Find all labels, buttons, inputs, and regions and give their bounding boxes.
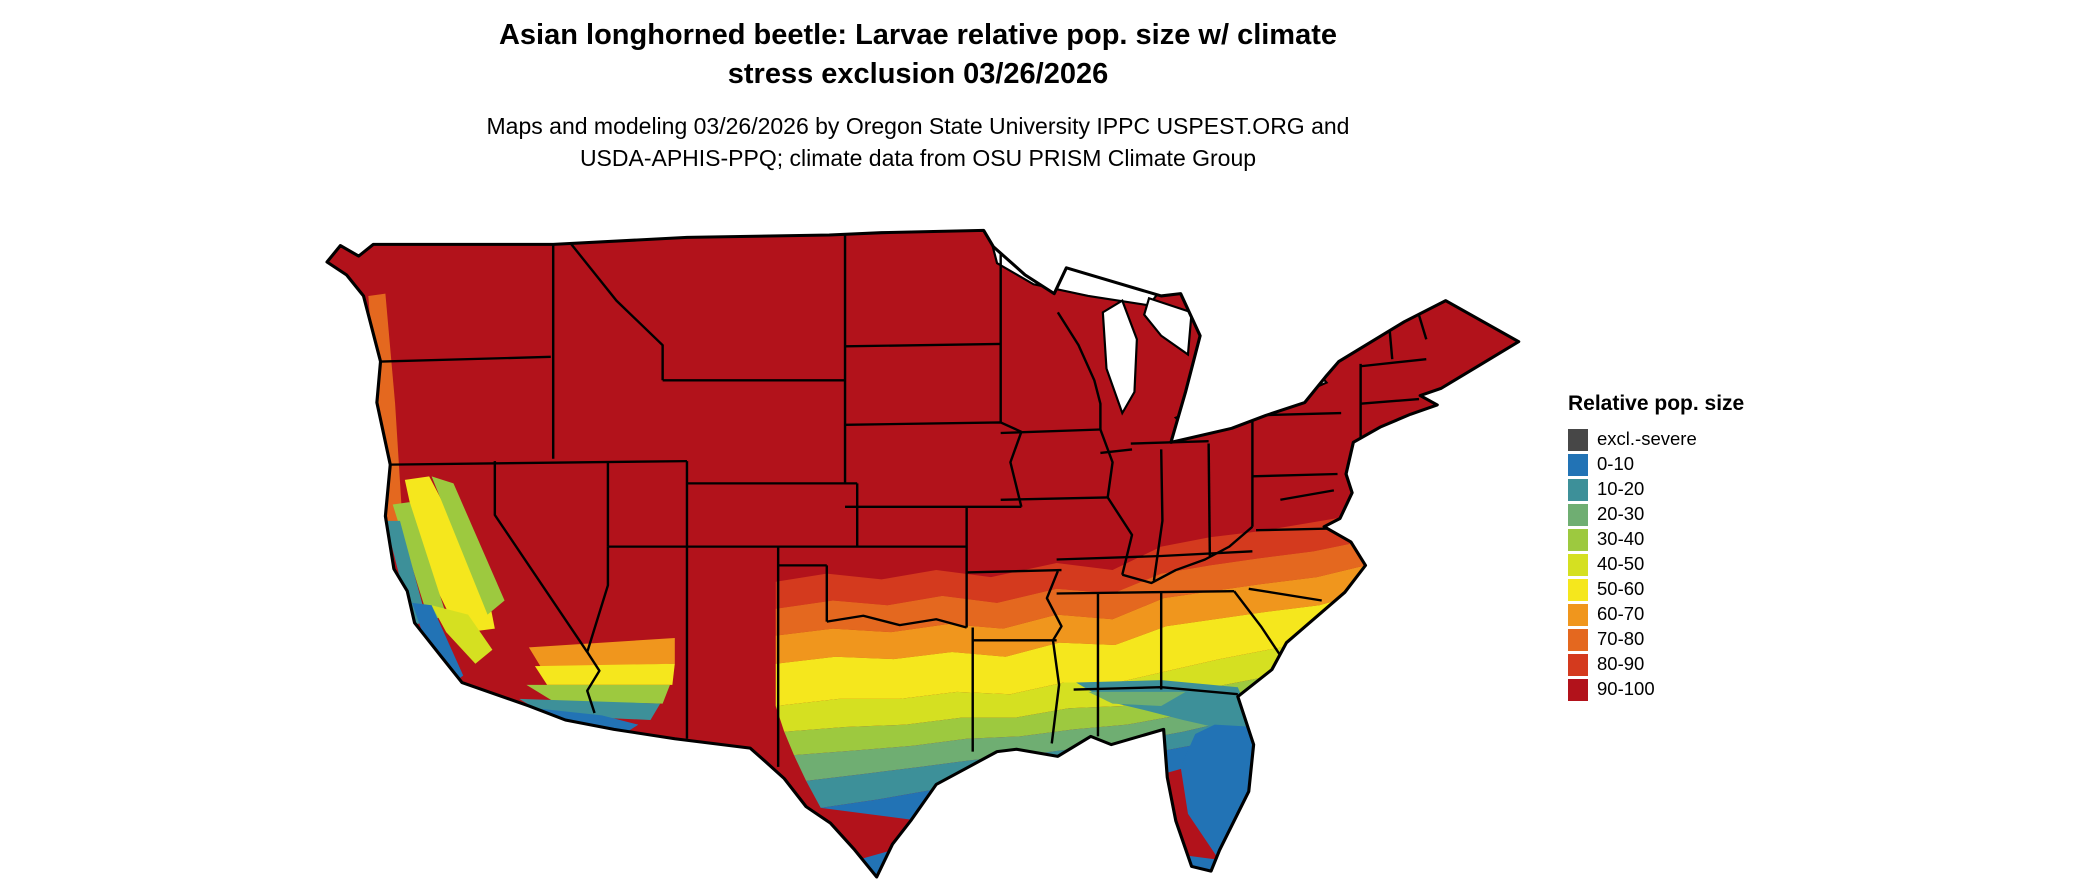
band-20-30: [793, 670, 1405, 781]
legend-item: excl.-severe: [1568, 427, 1744, 452]
state-border-line: [845, 421, 1022, 433]
state-border-line: [1099, 429, 1114, 498]
legend-item: 80-90: [1568, 652, 1744, 677]
state-border-line: [1045, 570, 1063, 744]
us-choropleth-svg: [325, 228, 1521, 879]
band-50-60: [775, 581, 1405, 706]
state-border-line: [1360, 397, 1420, 405]
state-border-line: [1152, 449, 1164, 581]
legend-swatch: [1568, 678, 1588, 701]
state-border-line: [1121, 525, 1254, 585]
patch-30-40: [392, 502, 447, 622]
legend-item-label: 20-30: [1597, 503, 1645, 525]
legend-title: Relative pop. size: [1568, 392, 1745, 415]
legend: Relative pop. size excl.-severe 0-10 10-20…: [1568, 392, 1744, 702]
legend-item-label: 70-80: [1597, 628, 1645, 650]
legend-swatch: [1568, 628, 1588, 651]
band-80-90: [775, 506, 1405, 609]
state-border-line: [586, 651, 601, 714]
state-border-line: [586, 546, 610, 653]
legend-item-label: 40-50: [1597, 553, 1645, 575]
patch-30-40: [431, 476, 505, 615]
legend-item: 90-100: [1568, 677, 1744, 702]
state-border-line: [1360, 358, 1427, 368]
subtitle: Maps and modeling 03/26/2026 by Oregon S…: [310, 110, 1526, 174]
band-60-70: [775, 556, 1405, 664]
legend-item-label: 50-60: [1597, 578, 1645, 600]
page-title-line1: Asian longhorned beetle: Larvae relative…: [498, 19, 1338, 51]
legend-item-label: 30-40: [1597, 528, 1645, 550]
legend-item: 10-20: [1568, 477, 1744, 502]
us-map: [310, 228, 1526, 884]
state-border-line: [380, 355, 551, 363]
legend-item: 20-30: [1568, 502, 1744, 527]
state-border-line: [1056, 311, 1102, 430]
state-border-line: [1056, 589, 1235, 595]
state-border-line: [1100, 448, 1133, 455]
legend-swatch: [1568, 478, 1588, 501]
state-border-line: [390, 459, 687, 466]
state-border-line: [570, 243, 664, 381]
state-border-line: [1000, 428, 1101, 435]
state-border-line: [1207, 443, 1212, 557]
legend-item: 0-10: [1568, 452, 1744, 477]
legend-items: excl.-severe 0-10 10-20 20-30 30-40 40-50 50-6…: [1568, 427, 1744, 702]
legend-swatch: [1568, 653, 1588, 676]
state-border-line: [845, 342, 1001, 348]
legend-swatch: [1568, 553, 1588, 576]
state-border-line: [1000, 496, 1108, 501]
page-title-line2: stress exclusion 03/26/2026: [727, 57, 1109, 90]
state-border-line: [1233, 590, 1284, 660]
patch-40-50: [431, 605, 493, 664]
state-border-line: [1056, 550, 1253, 561]
legend-item: 50-60: [1568, 577, 1744, 602]
legend-swatch: [1568, 503, 1588, 526]
band-30-40: [784, 649, 1405, 756]
legend-item: 30-40: [1568, 527, 1744, 552]
band-70-80: [775, 532, 1405, 636]
legend-swatch: [1568, 603, 1588, 626]
state-border-line: [493, 461, 589, 653]
patch-30-40: [526, 684, 670, 704]
state-border-line: [1280, 489, 1335, 501]
legend-swatch: [1568, 428, 1588, 451]
patch-20-30: [1088, 691, 1186, 706]
legend-item-label: 10-20: [1597, 478, 1645, 500]
patch-50-60: [534, 663, 675, 685]
legend-item-label: 0-10: [1597, 453, 1635, 475]
patch-10-20: [385, 520, 427, 627]
patch-0-10: [412, 602, 464, 685]
state-border-line: [1073, 686, 1238, 696]
band-40-50: [775, 620, 1405, 732]
legend-item: 70-80: [1568, 627, 1744, 652]
header: Asian longhorned beetle: Larvae relative…: [310, 16, 1526, 174]
patch-50-60: [404, 476, 495, 634]
legend-item: 60-70: [1568, 602, 1744, 627]
patch-60-70: [528, 638, 675, 668]
legend-item-label: excl.-severe: [1597, 428, 1697, 450]
legend-swatch: [1568, 578, 1588, 601]
state-border-line: [1009, 431, 1023, 508]
subtitle-line1: Maps and modeling 03/26/2026 by Oregon S…: [486, 112, 1350, 139]
legend-item-label: 60-70: [1597, 603, 1645, 625]
state-border-line: [826, 614, 967, 629]
legend-item: 40-50: [1568, 552, 1744, 577]
subtitle-line2: USDA-APHIS-PPQ; climate data from OSU PR…: [579, 144, 1257, 171]
legend-swatch: [1568, 453, 1588, 476]
us-outline: [325, 228, 1521, 879]
state-border-line: [1248, 587, 1322, 602]
legend-item-label: 80-90: [1597, 653, 1645, 675]
legend-swatch: [1568, 528, 1588, 551]
legend-item-label: 90-100: [1597, 678, 1655, 700]
state-border-line: [966, 568, 1062, 574]
state-border-line: [1252, 472, 1338, 478]
state-border-line: [1106, 496, 1134, 576]
lake: [1101, 299, 1138, 416]
state-borders: [380, 230, 1428, 767]
lake: [1142, 296, 1193, 357]
